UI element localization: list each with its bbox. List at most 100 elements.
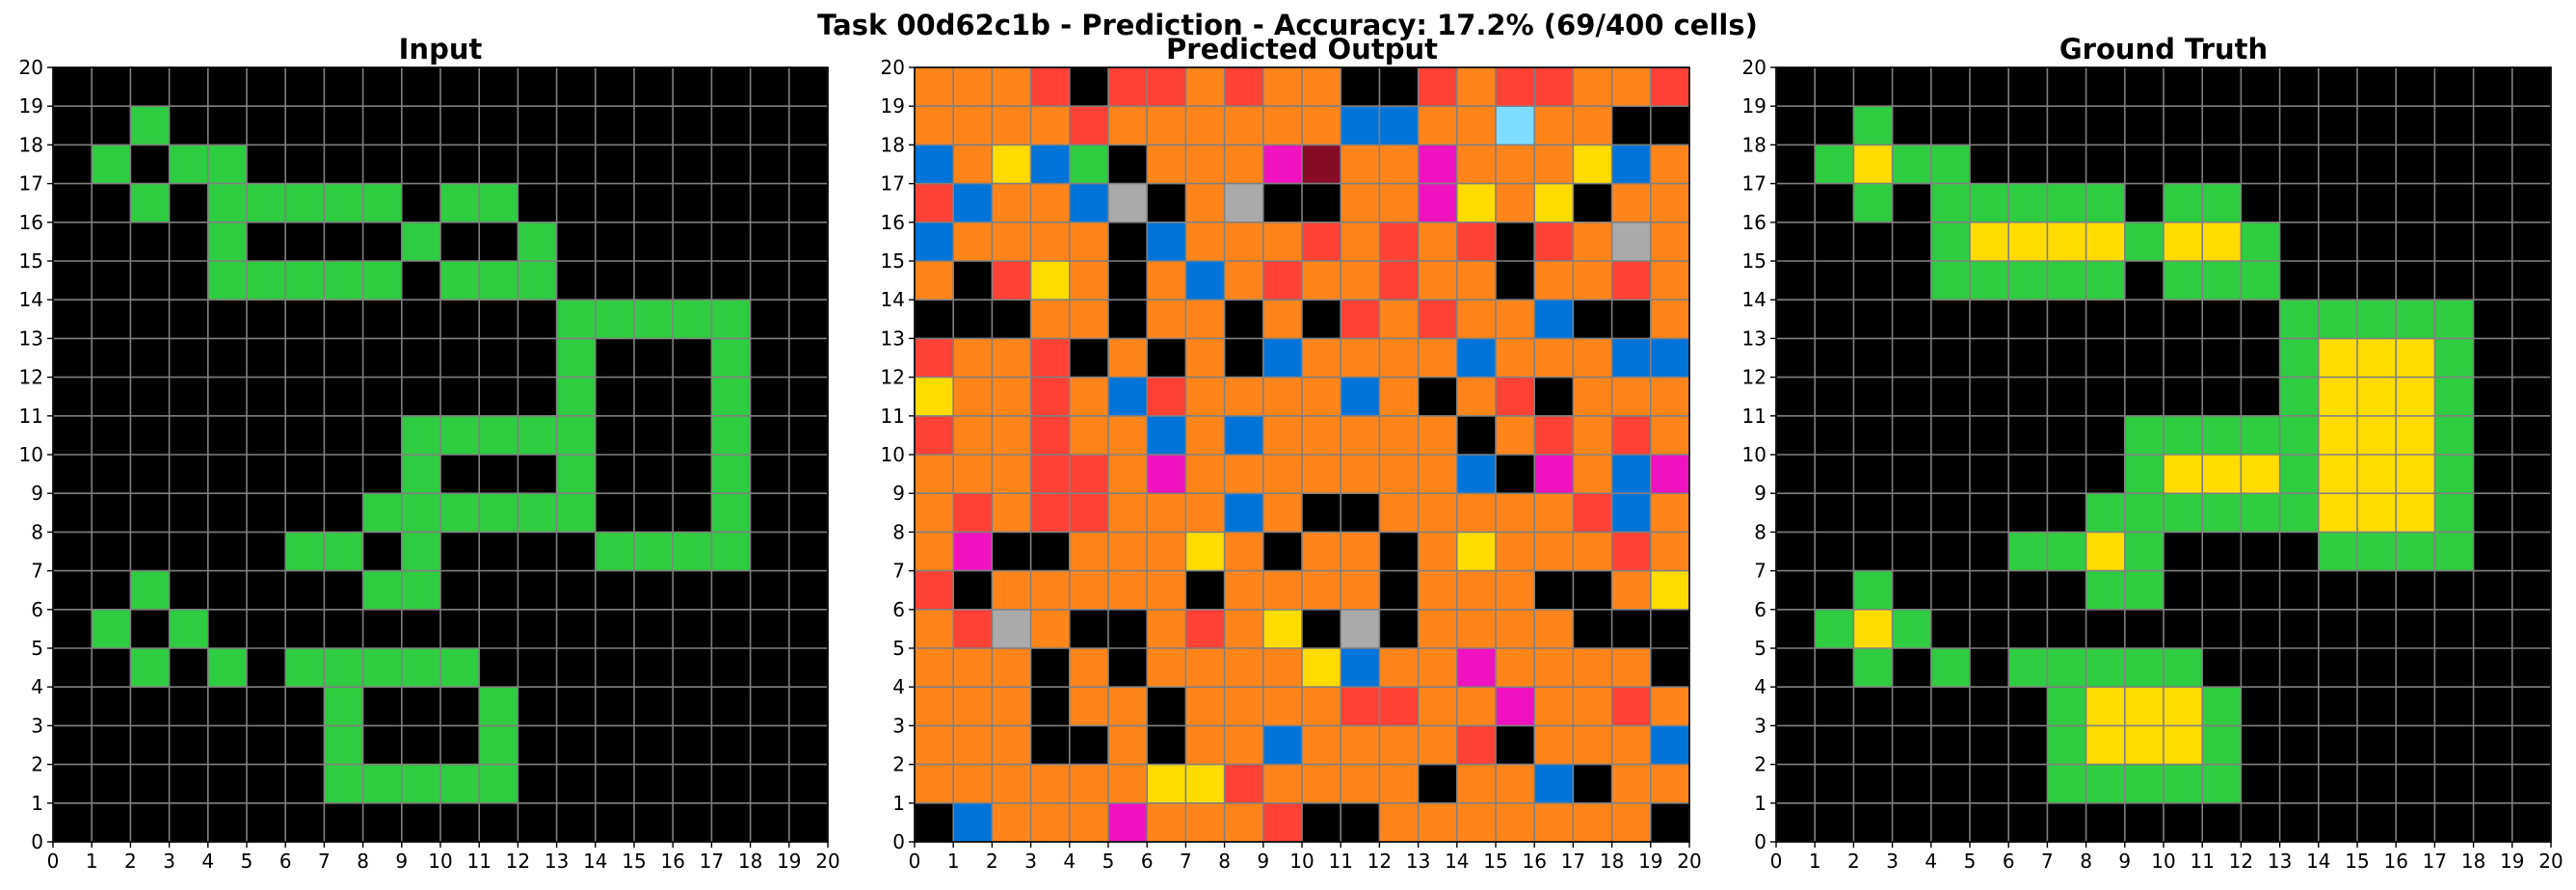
grid-cell (2473, 183, 2512, 222)
grid-cell (1892, 687, 1931, 726)
grid-cell (92, 609, 131, 648)
grid-cell (1534, 144, 1574, 184)
grid-cell (2473, 106, 2512, 145)
grid-cell (1496, 144, 1535, 184)
grid-cell (362, 570, 402, 610)
grid-cell (953, 183, 993, 222)
grid-cell (2085, 455, 2125, 494)
grid-cell (1853, 222, 1893, 261)
grid-cell (92, 648, 131, 688)
grid-cell (2357, 183, 2397, 222)
grid-cell (1456, 222, 1496, 261)
grid-cell (362, 300, 402, 339)
grid-cell (207, 493, 247, 533)
grid-cell (1069, 67, 1108, 107)
grid-cell (1185, 67, 1225, 107)
grid-cell (2396, 67, 2435, 107)
y-tick-label: 4 (31, 675, 43, 698)
grid-cell (1776, 300, 1816, 339)
grid-cell (1262, 415, 1302, 455)
grid-cell (992, 67, 1031, 107)
grid-cell (1776, 455, 1816, 494)
x-tick-label: 3 (1886, 850, 1899, 873)
grid-cell (1611, 377, 1651, 416)
grid-cell (518, 106, 557, 145)
grid-cell (2473, 687, 2512, 726)
grid-cell (711, 106, 751, 145)
grid-cell (130, 415, 170, 455)
grid-cell (1534, 338, 1574, 378)
grid-cell (1892, 106, 1931, 145)
grid-cell (2164, 764, 2203, 803)
grid-cell (2124, 261, 2164, 301)
grid-cell (2202, 648, 2242, 688)
grid-cell (1185, 261, 1225, 301)
grid-cell (634, 415, 674, 455)
grid-cell (1108, 300, 1148, 339)
grid-cell (1302, 609, 1341, 648)
grid-cell (1302, 222, 1341, 261)
grid-cell (1262, 261, 1302, 301)
grid-cell (1456, 802, 1496, 842)
grid-cell (2047, 144, 2086, 184)
grid-cell (207, 802, 247, 842)
grid-cell (518, 338, 557, 378)
grid-cell (1224, 455, 1263, 494)
grid-cell (1185, 802, 1225, 842)
grid-cell (53, 338, 93, 378)
grid-cell (1069, 570, 1108, 610)
grid-cell (992, 338, 1031, 378)
grid-cell (285, 261, 325, 301)
grid-cell (1573, 67, 1612, 107)
grid-cell (247, 687, 286, 726)
grid-cell (1185, 300, 1225, 339)
grid-cell (556, 144, 596, 184)
x-tick-label: 2 (124, 850, 137, 873)
grid-cell (2047, 415, 2086, 455)
grid-cell (169, 222, 208, 261)
grid-cell (1069, 455, 1108, 494)
grid-cell (324, 67, 363, 107)
grid-cell (2008, 725, 2048, 765)
grid-cell (207, 687, 247, 726)
grid-cell (1650, 725, 1689, 765)
y-tick-label: 2 (892, 753, 905, 776)
grid-cell (1650, 570, 1689, 610)
grid-cell (1892, 67, 1931, 107)
grid-cell (1341, 570, 1380, 610)
grid-cell (992, 300, 1031, 339)
x-tick-label: 2 (986, 850, 998, 873)
y-tick-label: 12 (1742, 366, 1766, 389)
grid-cell (2396, 106, 2435, 145)
grid-cell (1573, 648, 1612, 688)
grid-cell (2357, 532, 2397, 571)
grid-cell (1815, 609, 1854, 648)
grid-cell (1341, 300, 1380, 339)
grid-cell (1930, 183, 1970, 222)
grid-cell (915, 802, 954, 842)
grid-cell (992, 609, 1031, 648)
grid-cell (2085, 802, 2125, 842)
grid-cell (1418, 338, 1457, 378)
x-tick-label: 1 (1809, 850, 1821, 873)
grid-cell (1030, 261, 1070, 301)
grid-cell (595, 764, 634, 803)
grid-cell (750, 687, 789, 726)
grid-cell (915, 415, 954, 455)
grid-cell (2124, 415, 2164, 455)
x-tick-label: 3 (163, 850, 175, 873)
grid-cell (518, 144, 557, 184)
grid-cell (1185, 532, 1225, 571)
grid-cell (1224, 532, 1263, 571)
grid-cell (1262, 67, 1302, 107)
grid-cell (324, 493, 363, 533)
grid-cell (1379, 570, 1419, 610)
grid-cell (2511, 802, 2551, 842)
grid-cell (169, 493, 208, 533)
grid-cell (595, 300, 634, 339)
grid-cell (1262, 300, 1302, 339)
grid-cell (1069, 493, 1108, 533)
grid-cell (634, 222, 674, 261)
grid-cell (207, 570, 247, 610)
